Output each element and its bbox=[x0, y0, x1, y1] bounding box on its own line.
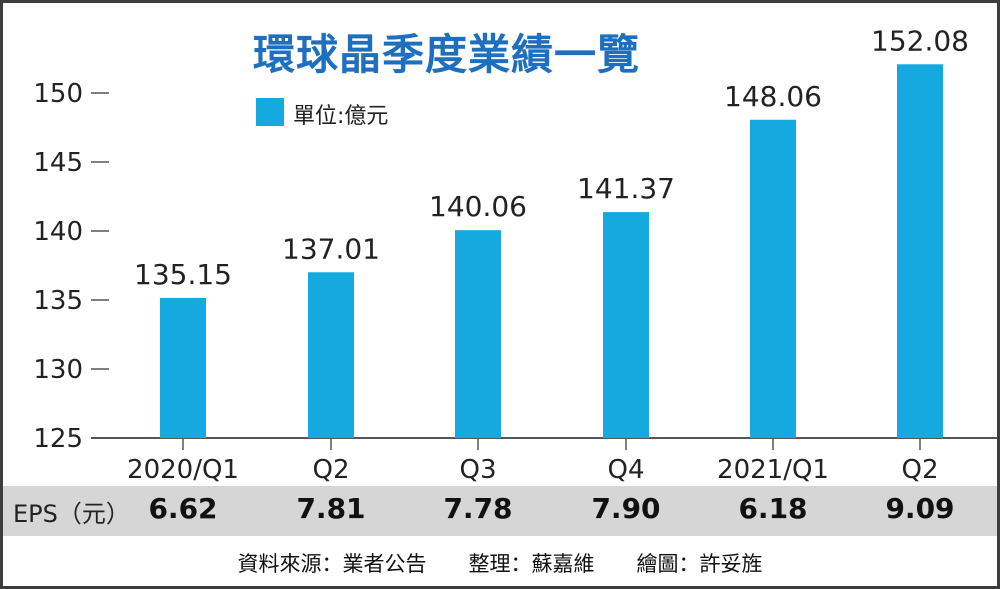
source-credit: 資料來源：業者公告 整理：蘇嘉維 繪圖：許妥旌 bbox=[237, 552, 763, 576]
x-tick-label: 2021/Q1 bbox=[717, 455, 829, 485]
y-tick-label: 140 bbox=[33, 217, 83, 247]
y-tick-label: 150 bbox=[33, 79, 83, 109]
bar bbox=[160, 297, 206, 438]
bar bbox=[308, 272, 354, 438]
eps-value: 6.18 bbox=[738, 492, 808, 525]
bar-value-label: 148.06 bbox=[724, 80, 822, 113]
bar-value-label: 137.01 bbox=[282, 232, 380, 265]
y-tick-label: 135 bbox=[33, 286, 83, 316]
eps-value: 6.62 bbox=[148, 492, 218, 525]
y-tick-label: 145 bbox=[33, 148, 83, 178]
x-tick-label: 2020/Q1 bbox=[127, 455, 239, 485]
legend-label: 單位:億元 bbox=[293, 104, 389, 129]
chart-title: 環球晶季度業績一覽 bbox=[253, 30, 641, 79]
bar bbox=[897, 64, 943, 438]
eps-value: 9.09 bbox=[885, 492, 955, 525]
bar-value-label: 140.06 bbox=[429, 190, 527, 223]
x-tick-label: Q4 bbox=[607, 455, 644, 485]
bar bbox=[455, 230, 501, 438]
bar-value-label: 152.08 bbox=[871, 24, 969, 57]
bar-value-label: 141.37 bbox=[577, 172, 675, 205]
bar-value-label: 135.15 bbox=[134, 258, 232, 291]
eps-value: 7.78 bbox=[443, 492, 513, 525]
bar bbox=[750, 119, 796, 438]
legend-swatch bbox=[256, 98, 284, 126]
eps-value: 7.90 bbox=[591, 492, 661, 525]
x-tick-label: Q2 bbox=[901, 455, 938, 485]
eps-row bbox=[3, 486, 997, 536]
bar-chart: 125 130 135 140 145 150 135.15 2020/Q1 137.01 Q2 1… bbox=[33, 24, 997, 485]
x-tick-label: Q3 bbox=[459, 455, 496, 485]
bar bbox=[603, 212, 649, 438]
y-tick-label: 130 bbox=[33, 355, 83, 385]
y-tick-label: 125 bbox=[33, 424, 83, 454]
eps-label: EPS（元） bbox=[13, 500, 130, 528]
eps-value: 7.81 bbox=[296, 492, 366, 525]
x-tick-label: Q2 bbox=[312, 455, 349, 485]
